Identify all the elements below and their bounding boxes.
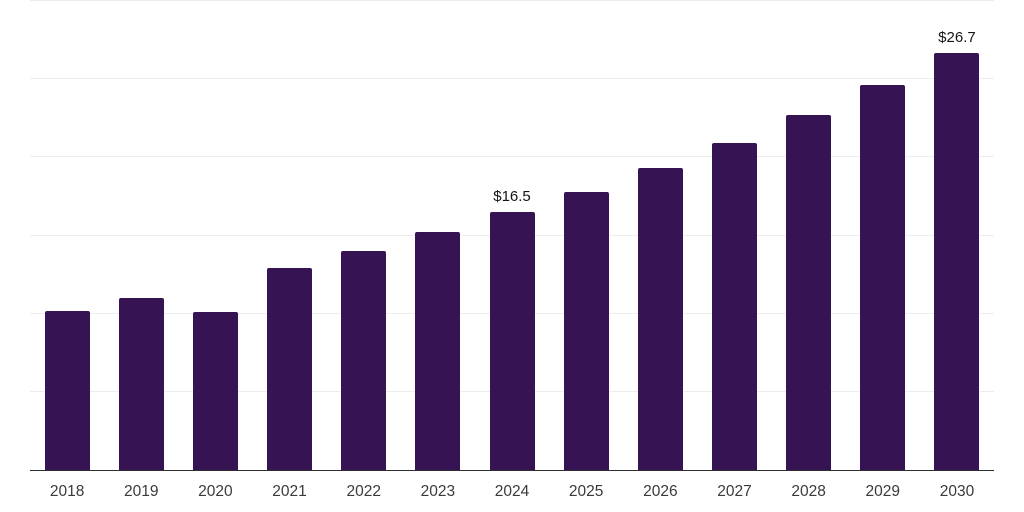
bar-2023	[415, 232, 461, 470]
gridline-30	[30, 0, 994, 1]
bar-2018	[44, 310, 90, 470]
x-tick-label-2021: 2021	[272, 483, 307, 500]
bar-slot-2028	[772, 1, 846, 470]
bar-2028	[786, 115, 832, 470]
bar-2019	[118, 298, 164, 470]
bar-2026	[637, 168, 683, 470]
x-tick-label-2018: 2018	[49, 483, 85, 500]
x-tick-label-2026: 2026	[643, 483, 678, 500]
bars-container: $16.5 $26.7	[30, 1, 994, 470]
bar-slot-2021	[252, 1, 326, 470]
x-tick-label-2027: 2027	[717, 483, 752, 500]
bar-slot-2026	[623, 1, 697, 470]
bar-slot-2024: $16.5	[475, 1, 549, 470]
bar-slot-2022	[327, 1, 401, 470]
bar-2029	[860, 85, 906, 470]
x-tick-label-2023: 2023	[420, 483, 456, 500]
x-tick-label-2019: 2019	[123, 483, 159, 500]
x-tick-label-2029: 2029	[865, 483, 901, 500]
bar-slot-2018	[30, 1, 104, 470]
x-tick-label-2020: 2020	[198, 483, 233, 500]
bar-value-label-2030: $26.7	[938, 28, 976, 46]
bar-2022	[341, 251, 387, 470]
bar-slot-2019	[104, 1, 178, 470]
bar-slot-2029	[846, 1, 920, 470]
x-tick-label-2025: 2025	[568, 483, 604, 500]
bar-2025	[563, 191, 609, 470]
bar-2024	[489, 212, 535, 470]
bar-2027	[711, 143, 757, 470]
bar-slot-2027	[697, 1, 771, 470]
bar-slot-2023	[401, 1, 475, 470]
x-tick-label-2024: 2024	[494, 483, 530, 500]
bar-2021	[267, 268, 313, 470]
x-tick-label-2028: 2028	[791, 483, 826, 500]
bar-slot-2025	[549, 1, 623, 470]
bar-value-label-2024: $16.5	[493, 188, 531, 206]
gridline-20	[30, 156, 994, 158]
x-axis-tick-labels: 2018 2019 2020 2021 2022 2023 2024 2025 2026 2027…	[30, 481, 994, 503]
bar-slot-2030: $26.7	[920, 1, 994, 470]
x-tick-label-2030: 2030	[939, 483, 975, 500]
gridline-25	[30, 78, 994, 80]
bar-slot-2020	[178, 1, 252, 470]
plot-area: $16.5 $26.7	[30, 0, 994, 471]
bar-2020	[192, 312, 238, 470]
x-tick-label-2022: 2022	[346, 483, 381, 500]
bar-2030	[934, 52, 980, 470]
x-axis-line	[30, 470, 994, 471]
